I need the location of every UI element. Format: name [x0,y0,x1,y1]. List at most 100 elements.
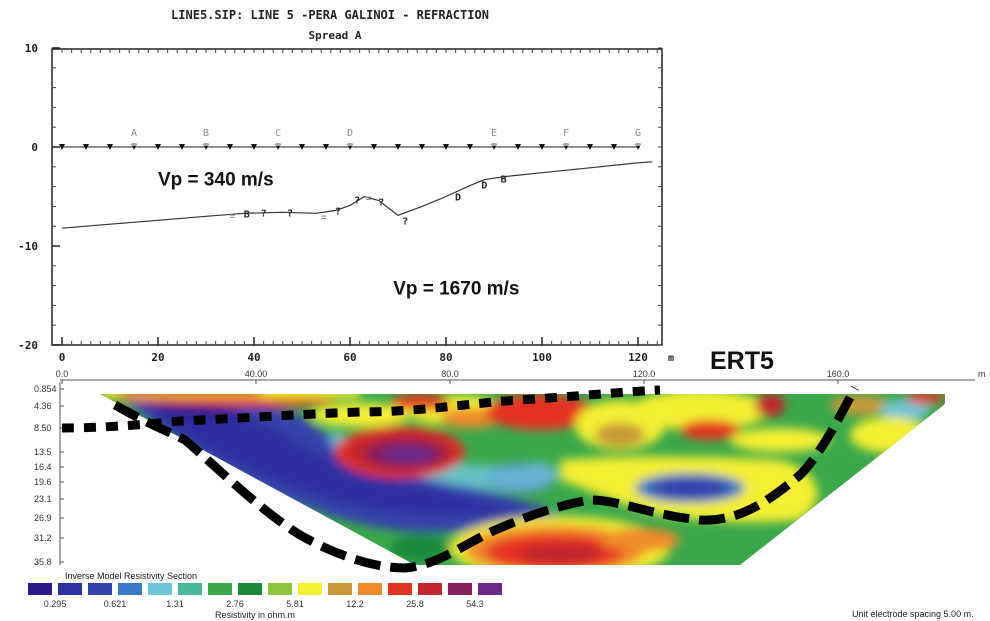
colorbar-swatch [238,583,262,595]
y-tick-label: -20 [18,339,38,352]
shot-labels: A B C D E F G [131,128,641,146]
refraction-y-ticks: 10 0 -10 -20 [18,42,60,352]
colorbar-tick-label: 54.3 [466,599,484,609]
geophone-marker [539,144,545,150]
refraction-minor-ticks [51,47,662,346]
depth-label: 23.1 [34,494,52,504]
geophone-marker [419,144,425,150]
geophone-marker [587,144,593,150]
ert-x-tick-label: 160.0 [827,369,850,379]
refractor-point-marker: ? [354,195,360,206]
colorbar-tick-label: 1.31 [166,599,184,609]
ert-title: ERT5 [710,347,774,375]
geophone-marker [443,144,449,150]
refractor-point-markers: = B?? =?? = ?? D D B [229,175,506,228]
geophone-marker [83,144,89,150]
geophone-marker [395,144,401,150]
y-tick-label: 0 [31,141,38,154]
colorbar-swatch [178,583,202,595]
depth-label: 8.50 [34,423,52,433]
refractor-point-marker: ? [261,208,267,219]
refraction-x-ticks: 0 20 40 60 80 100 120 [59,337,648,364]
depth-label: 16.4 [34,462,52,472]
shot-label: F [563,128,569,139]
colorbar-swatch [118,583,142,595]
ert-x-tick-label: 80.0 [441,369,459,379]
geophone-marker [467,144,473,150]
colorbar-tick-labels: 0.295 0.621 1.31 2.76 5.81 12.2 25.8 54.3 [44,599,484,609]
shot-marker [203,143,209,146]
ert-section: ERT5 0.0 40.00 80.0 120.0 160.0 m 0.854 4.36 8… [28,347,986,620]
depth-label: 4.36 [34,401,52,411]
velocity-lower-label: Vp = 1670 m/s [393,279,519,300]
y-tick-label: -10 [18,240,38,253]
colorbar-swatch [448,583,472,595]
refractor-point-marker: D [481,181,487,192]
refraction-x-unit: m [668,353,674,364]
shot-label: B [203,128,209,139]
refractor-point-marker: = [321,212,327,223]
shot-label: A [131,128,137,139]
shot-marker [131,143,137,146]
refractor-point-marker: ? [287,208,293,219]
shot-label: C [275,128,281,139]
geophone-marker [611,144,617,150]
geophone-marker [515,144,521,150]
ert-x-tick-label: 120.0 [633,369,656,379]
depth-label: 31.2 [34,533,52,543]
geophone-marker [107,144,113,150]
geophone-marker [59,144,65,150]
ert-x-tick-label: 40.00 [245,369,268,379]
velocity-upper-label: Vp = 340 m/s [158,170,274,191]
shot-marker [563,143,569,146]
refractor-point-marker: B [501,175,507,186]
geophone-marker [179,144,185,150]
refraction-subtitle: Spread A [309,29,362,42]
colorbar-tick-label: 0.295 [44,599,67,609]
refraction-plot-frame [51,48,663,346]
colorbar-tick-label: 0.621 [104,599,127,609]
colorbar-swatch [58,583,82,595]
colorbar-tick-label: 25.8 [406,599,424,609]
x-tick-label: 20 [151,351,164,364]
refractor-point-marker: ? [335,206,341,217]
refractor-point-marker: ? [378,197,384,208]
colorbar-swatch [418,583,442,595]
colorbar-swatch [88,583,112,595]
lower-boundary [112,385,859,573]
x-tick-label: 100 [532,351,552,364]
geophone-marker [227,144,233,150]
colorbar-tick-label: 2.76 [226,599,244,609]
refractor-point-marker: = [229,211,235,222]
colorbar-swatch [298,583,322,595]
refractor-line [61,161,653,229]
x-tick-label: 80 [439,351,452,364]
geophone-marker [371,144,377,150]
colorbar-swatch [268,583,292,595]
shot-marker [347,143,353,146]
electrode-spacing-note: Unit electrode spacing 5.00 m. [852,609,974,619]
colorbar [28,583,502,595]
colorbar-swatch [478,583,502,595]
depth-label: 26.9 [34,513,52,523]
depth-label: 13.5 [34,447,52,457]
colorbar-swatch [28,583,52,595]
refractor-point-marker: D [455,193,461,204]
refraction-title: LINE5.SIP: LINE 5 -PERA GALINOI - REFRAC… [171,8,489,22]
y-tick-label: 10 [25,42,38,55]
colorbar-tick-label: 12.2 [346,599,364,609]
shot-label: D [347,128,353,139]
geophone-marker [155,144,161,150]
refraction-chart: LINE5.SIP: LINE 5 -PERA GALINOI - REFRAC… [18,8,674,364]
colorbar-unit-label: Resistivity in ohm.m [215,610,295,620]
colorbar-tick-label: 5.81 [286,599,304,609]
shot-label: E [491,128,497,139]
geophone-marker [251,144,257,150]
ert-x-unit: m [978,369,986,379]
depth-label: 0.854 [34,384,57,394]
ert-depth-labels: 0.854 4.36 8.50 13.5 16.4 19.6 23.1 26.9 31.2 35.… [34,384,64,567]
x-tick-label: 120 [628,351,648,364]
ert-x-tick-label: 0.0 [56,369,69,379]
x-tick-label: 60 [343,351,356,364]
